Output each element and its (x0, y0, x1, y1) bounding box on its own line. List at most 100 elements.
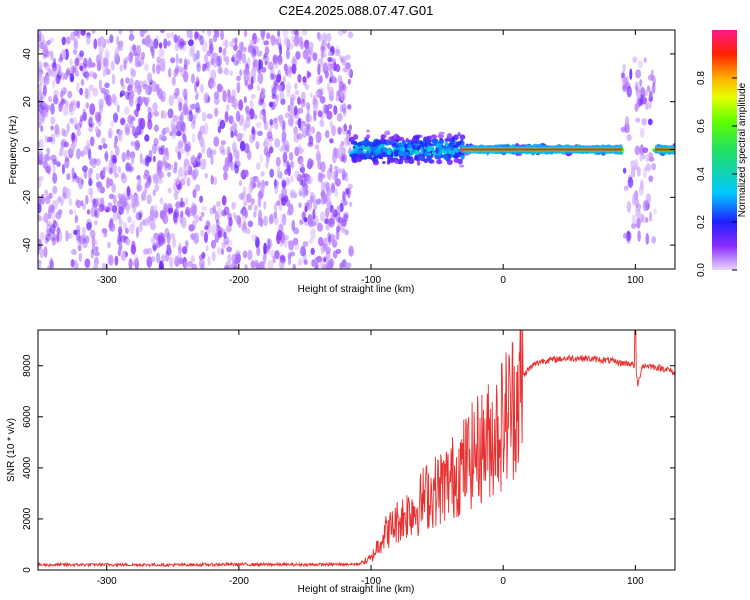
spectrogram-cell (146, 194, 152, 205)
spectrogram-cell (68, 198, 73, 206)
spectrogram-cell (238, 193, 244, 200)
spectrogram-cell (639, 94, 644, 106)
spectrogram-cell (325, 182, 330, 192)
spectrogram-cell (647, 74, 654, 81)
spectrogram-cell (239, 140, 246, 152)
spectrogram-cell (136, 184, 143, 192)
spectrogram-cell (38, 122, 42, 128)
spectrogram-cell (95, 197, 102, 207)
spectrogram-cell (247, 84, 254, 90)
spectrogram-cell (632, 56, 638, 63)
spectrogram-cell (113, 194, 117, 205)
spectrogram-cell (306, 70, 310, 79)
spectrogram-cell (38, 214, 42, 222)
spectrogram-cell (182, 246, 188, 255)
spectrogram-cell (173, 92, 179, 100)
spectrogram-cell (183, 64, 188, 71)
spectrogram-cell (144, 134, 150, 142)
spectrogram-cell (76, 30, 81, 39)
spectrogram-cell (186, 113, 192, 122)
spectrogram-cell (161, 135, 167, 142)
spectrogram-cell (83, 145, 89, 156)
spectrogram-cell (626, 233, 631, 245)
spectrogram-cell (328, 86, 335, 98)
spectrogram-cell (101, 137, 106, 145)
spectrogram-cell (248, 182, 254, 194)
spectrogram-cell (261, 109, 266, 116)
spectrogram-cell (152, 155, 156, 163)
spectrogram-cell (267, 61, 274, 70)
spectrogram-cell (244, 79, 249, 87)
spectrogram-cell (240, 191, 246, 202)
spectrogram-cell (129, 223, 135, 235)
spectrogram-cell (273, 211, 277, 219)
spectrogram-cell (338, 80, 344, 92)
spectrogram-cell (252, 46, 256, 56)
spectrogram-cell (258, 59, 262, 71)
spectrogram-cell (453, 157, 460, 163)
spectrogram-cell (319, 119, 325, 128)
spectrogram-cell (235, 155, 240, 166)
spectrogram-cell (108, 130, 112, 139)
spectrogram-cell (62, 163, 65, 175)
spectrogram-cell (255, 162, 261, 170)
spectrogram-cell (108, 193, 115, 200)
spectrogram-cell (243, 200, 248, 206)
spectrogram-cell (80, 79, 85, 86)
spectrogram-cell (168, 67, 172, 78)
spectrogram-cell (201, 30, 205, 34)
spectrogram-cell (94, 240, 99, 246)
spectrogram-cell (93, 220, 98, 226)
spectrogram-cell (153, 124, 159, 132)
spectrogram-cell (341, 219, 347, 227)
spectrogram-y-axis-label: Frequency (Hz) (8, 116, 19, 185)
spectrogram-cell (209, 207, 215, 215)
spectrogram-cell (269, 213, 274, 220)
spectrogram-cell (223, 231, 227, 239)
spectrogram-cell (176, 200, 180, 211)
spectrogram-cell (253, 45, 259, 53)
spectrogram-cell (202, 63, 206, 72)
spectrogram-cell (645, 193, 651, 204)
spectrogram-cell (266, 154, 270, 164)
spectrogram-cell (645, 102, 649, 111)
spectrogram-cell (273, 216, 279, 226)
spectrogram-cell (38, 138, 44, 150)
spectrogram-cell (130, 141, 135, 147)
spectrogram-cell (368, 141, 376, 148)
spectrogram-cell (444, 141, 449, 147)
spectrogram-cell (636, 217, 641, 229)
spectrogram-cell (231, 201, 237, 210)
spectrogram-cell (184, 96, 188, 106)
snr-x-tick-label: 0 (500, 576, 506, 587)
spectrogram-cell (102, 69, 107, 77)
spectrogram-cell (219, 144, 225, 154)
spectrogram-cell (144, 181, 151, 189)
spectrogram-cell (349, 68, 353, 79)
spectrogram-cell (83, 169, 88, 179)
spectrogram-cell (424, 151, 429, 157)
spectrogram-cell (293, 30, 299, 36)
spectrogram-cell (210, 175, 214, 185)
spectrogram-cell (76, 100, 81, 109)
spectrogram-cell (128, 52, 134, 63)
spectrogram-cell (47, 95, 53, 103)
spectrogram-cell (143, 218, 150, 227)
spectrogram-cell (180, 67, 186, 78)
spectrogram-cell (153, 232, 159, 240)
spectrogram-cell (191, 263, 198, 269)
spectrogram-cell (269, 118, 274, 126)
spectrogram-cell (44, 189, 48, 196)
spectrogram-cell (626, 134, 632, 142)
spectrogram-cell (178, 257, 184, 265)
spectrogram-cell (645, 233, 650, 245)
spectrogram-cell (126, 149, 130, 158)
spectrogram-cell (238, 99, 244, 111)
spectrogram-cell (63, 149, 68, 159)
spectrogram-cell (50, 103, 55, 115)
spectrogram-cell (645, 217, 649, 223)
spectrogram-cell (327, 51, 333, 57)
spectrogram-cell (347, 78, 351, 85)
spectrogram-cell (124, 106, 130, 115)
spectrogram-cell (93, 263, 99, 269)
